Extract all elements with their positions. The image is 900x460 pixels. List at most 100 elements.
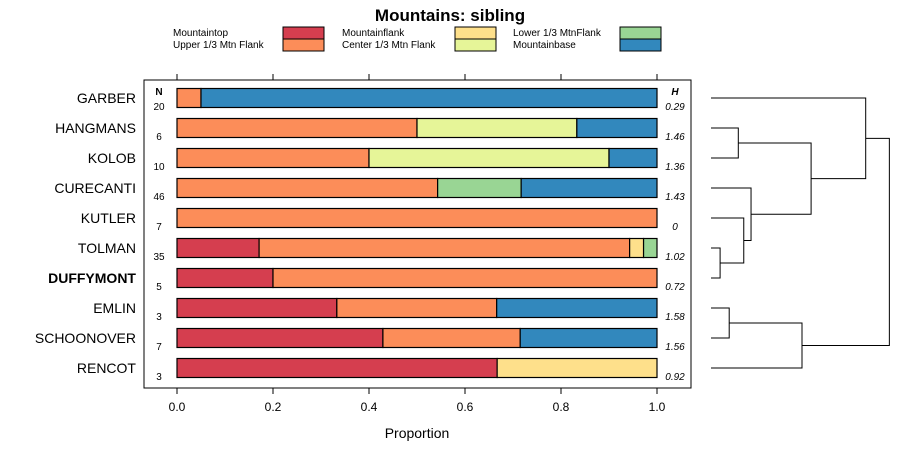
x-axis: 0.0 0.2 0.4 0.6 0.8 1.0 (169, 74, 666, 414)
dendrogram-branch (802, 137, 890, 346)
row-kutler: KUTLER 7 0 (81, 207, 678, 233)
row-curecanti: CURECANTI 46 1.43 (54, 177, 685, 203)
row-n: 3 (156, 372, 162, 383)
legend-label-lower: Lower 1/3 MtnFlank (513, 28, 602, 39)
legend-label-mountaintop: Mountaintop (173, 28, 228, 39)
row-n: 7 (156, 222, 162, 233)
bar-segment-base (496, 297, 658, 319)
h-column-header: H (671, 87, 679, 98)
legend-swatch-upper (282, 38, 325, 52)
row-schoonover: SCHOONOVER 7 1.56 (35, 327, 685, 353)
bar-segment-upper (176, 117, 418, 139)
x-tick-label: 0.0 (169, 400, 186, 414)
bar-segment-center (416, 117, 578, 139)
legend-label-center: Center 1/3 Mtn Flank (342, 40, 436, 51)
bar-segment-lower (642, 237, 658, 259)
row-h: 1.56 (665, 342, 685, 353)
row-label: HANGMANS (55, 120, 136, 136)
bar-segment-mountaintop (176, 267, 274, 289)
row-h: 0 (672, 222, 678, 233)
bar-segment-center (368, 147, 610, 169)
row-label: KUTLER (81, 210, 136, 226)
row-h: 0.72 (665, 282, 685, 293)
row-duffymont: DUFFYMONT 5 0.72 (48, 267, 685, 293)
row-label: EMLIN (93, 300, 136, 316)
bar-segment-upper (176, 147, 370, 169)
row-tolman: TOLMAN 35 1.02 (78, 237, 685, 263)
row-h: 1.58 (665, 312, 685, 323)
legend-label-mountainflank: Mountainflank (342, 28, 405, 39)
row-h: 0.92 (665, 372, 685, 383)
row-h: 0.29 (665, 102, 685, 113)
bar-segment-mountaintop (176, 237, 260, 259)
bar-segment-upper (176, 87, 202, 109)
row-n: 35 (153, 252, 165, 263)
bar-segment-mountaintop (176, 357, 498, 379)
n-column-header: N (155, 87, 162, 98)
bar-segment-upper (258, 237, 631, 259)
dendrogram (711, 97, 890, 369)
bar-segment-upper (176, 207, 658, 229)
bar-segment-mountaintop (176, 327, 384, 349)
bar-segment-lower (437, 177, 522, 199)
x-tick-label: 0.4 (361, 400, 378, 414)
bar-segment-upper (176, 177, 439, 199)
row-n: 5 (156, 282, 162, 293)
bar-segment-upper (272, 267, 658, 289)
bar-segment-base (200, 87, 658, 109)
bar-segment-base (576, 117, 658, 139)
dendrogram-branch (711, 187, 752, 241)
dendrogram-branch (711, 307, 730, 339)
row-n: 10 (153, 162, 165, 173)
dendrogram-branch (738, 142, 812, 215)
plot-frame (143, 79, 692, 389)
dendrogram-branch (711, 322, 803, 369)
row-label: GARBER (77, 90, 136, 106)
row-n: 3 (156, 312, 162, 323)
row-label: SCHOONOVER (35, 330, 136, 346)
row-n: 46 (153, 192, 165, 203)
row-label: DUFFYMONT (48, 270, 136, 286)
legend-swatch-base (619, 38, 662, 52)
legend-swatch-center (454, 38, 497, 52)
dendrogram-branch (711, 247, 721, 279)
bar-segment-base (520, 177, 658, 199)
row-n: 7 (156, 342, 162, 353)
bar-segment-upper (336, 297, 498, 319)
row-kolob: KOLOB 10 1.36 (88, 147, 685, 173)
row-label: KOLOB (88, 150, 136, 166)
row-h: 1.02 (665, 252, 685, 263)
legend-swatch-lower (619, 26, 662, 40)
row-label: CURECANTI (54, 180, 136, 196)
legend-label-upper: Upper 1/3 Mtn Flank (173, 40, 265, 51)
dendrogram-branch (711, 127, 739, 159)
x-tick-label: 0.6 (457, 400, 474, 414)
legend-swatch-mountaintop (282, 26, 325, 40)
row-emlin: EMLIN 3 1.58 (93, 297, 685, 323)
bar-segment-mountainflank (496, 357, 658, 379)
legend-swatch-mountainflank (454, 26, 497, 40)
x-tick-label: 0.8 (553, 400, 570, 414)
chart-title: Mountains: sibling (375, 6, 525, 25)
row-n: 6 (156, 132, 162, 143)
rows: GARBER 20 0.29 HANGMANS 6 1.46 KOLOB 10 1.36 CURE… (35, 87, 685, 383)
row-h: 1.43 (665, 192, 685, 203)
x-tick-label: 1.0 (649, 400, 666, 414)
x-tick-label: 0.2 (265, 400, 282, 414)
row-h: 1.46 (665, 132, 685, 143)
bar-segment-upper (382, 327, 521, 349)
row-label: TOLMAN (78, 240, 136, 256)
row-garber: GARBER 20 0.29 (77, 87, 685, 113)
row-rencot: RENCOT 3 0.92 (77, 357, 685, 383)
row-n: 20 (153, 102, 165, 113)
bar-segment-base (608, 147, 658, 169)
dendrogram-branch (711, 217, 745, 264)
legend-label-base: Mountainbase (513, 40, 576, 51)
bar-segment-mountaintop (176, 297, 338, 319)
row-h: 1.36 (665, 162, 685, 173)
x-axis-label: Proportion (385, 425, 450, 441)
row-hangmans: HANGMANS 6 1.46 (55, 117, 685, 143)
dendrogram-branch (711, 97, 867, 180)
